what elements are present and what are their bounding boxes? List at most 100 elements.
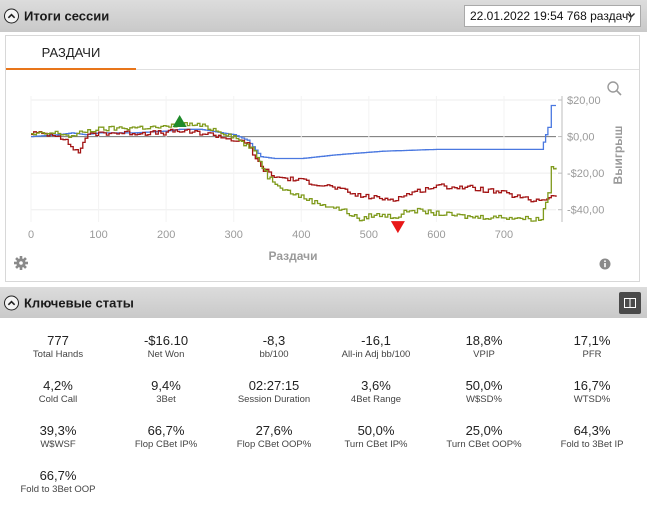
stat-value: 50,0% — [465, 378, 503, 393]
stat-value: 27,6% — [255, 423, 293, 438]
stat-cell: 27,6% Flop CBet OOP% — [220, 423, 328, 451]
x-tick-label: 300 — [225, 229, 243, 241]
max-marker — [172, 114, 187, 127]
chart-markers — [172, 114, 405, 234]
stat-value: 18,8% — [465, 333, 503, 348]
stat-cell: 66,7% Flop CBet IP% — [112, 423, 220, 451]
stat-label: W$SD% — [466, 394, 502, 405]
y-axis-label: Выигрыш — [611, 126, 625, 185]
stat-cell: 4,2% Cold Call — [4, 378, 112, 406]
x-tick-label: 500 — [360, 229, 378, 241]
stat-cell: 16,7% WTSD% — [538, 378, 646, 406]
collapse-stats-button[interactable] — [4, 295, 19, 310]
stat-label: WTSD% — [573, 394, 611, 405]
stat-value: 3,6% — [361, 378, 391, 393]
stat-label: Flop CBet IP% — [134, 439, 198, 450]
stat-cell: 66,7% Fold to 3Bet OOP — [4, 468, 112, 496]
stat-value: 17,1% — [573, 333, 611, 348]
series-line-olive — [31, 121, 557, 222]
tab-hands-label: РАЗДАЧИ — [41, 44, 101, 60]
x-tick-label: 700 — [495, 229, 513, 241]
stat-value: 50,0% — [357, 423, 395, 438]
series-line-red — [31, 128, 557, 203]
y-tick-label: $20,00 — [567, 95, 601, 107]
stat-cell: 25,0% Turn CBet OOP% — [430, 423, 538, 451]
stat-value: -16,1 — [361, 333, 391, 348]
session-summary-title: Итоги сессии — [24, 8, 110, 24]
y-tick-label: $0,00 — [567, 132, 595, 144]
stat-value: -$16.10 — [143, 333, 189, 348]
x-tick-label: 600 — [427, 229, 445, 241]
stat-cell: -8,3 bb/100 — [220, 333, 328, 361]
layout-toggle-button[interactable] — [619, 292, 641, 314]
x-tick-label: 400 — [292, 229, 310, 241]
y-tick-label: -$20,00 — [567, 168, 604, 180]
session-select[interactable]: 22.01.2022 19:54 768 раздач) — [464, 5, 641, 27]
chart-series — [31, 104, 557, 222]
stat-label: PFR — [582, 349, 602, 360]
session-select-value: 22.01.2022 19:54 768 раздач) — [470, 9, 633, 23]
stat-label: Fold to 3Bet IP — [560, 439, 624, 450]
stat-cell: 64,3% Fold to 3Bet IP — [538, 423, 646, 451]
stat-cell: -16,1 All-in Adj bb/100 — [322, 333, 430, 361]
y-tick-label: -$40,00 — [567, 205, 604, 217]
tab-divider — [136, 69, 639, 70]
stat-cell: 9,4% 3Bet — [112, 378, 220, 406]
min-marker — [390, 221, 405, 234]
series-line-blue — [31, 104, 556, 160]
key-stats-title: Ключевые статы — [24, 295, 134, 310]
stat-label: Turn CBet OOP% — [446, 439, 522, 450]
stat-label: bb/100 — [259, 349, 289, 360]
chevron-down-icon — [627, 13, 635, 18]
stat-value: 64,3% — [573, 423, 611, 438]
session-summary-header: Итоги сессии 22.01.2022 19:54 768 раздач… — [0, 0, 647, 32]
zoom-icon[interactable] — [607, 81, 622, 96]
gear-icon[interactable] — [14, 256, 28, 270]
stat-value: 25,0% — [465, 423, 503, 438]
stat-cell: 50,0% Turn CBet IP% — [322, 423, 430, 451]
key-stats-grid: 777 Total Hands -$16.10 Net Won -8,3 bb/100 -1… — [0, 320, 647, 507]
x-tick-label: 0 — [28, 229, 34, 241]
stat-cell: 777 Total Hands — [4, 333, 112, 361]
stat-value: 39,3% — [39, 423, 77, 438]
chart-panel: РАЗДАЧИ — [5, 35, 640, 282]
stat-label: 4Bet Range — [350, 394, 402, 405]
stat-label: VPIP — [473, 349, 495, 360]
stat-label: Net Won — [147, 349, 185, 360]
stat-cell: 02:27:15 Session Duration — [220, 378, 328, 406]
stat-cell: 50,0% W$SD% — [430, 378, 538, 406]
stat-label: Flop CBet OOP% — [236, 439, 312, 450]
tab-hands[interactable]: РАЗДАЧИ — [6, 36, 136, 70]
info-icon[interactable] — [599, 258, 611, 270]
stat-label: All-in Adj bb/100 — [341, 349, 411, 360]
stat-label: Session Duration — [237, 394, 311, 405]
chevron-up-icon — [7, 300, 16, 305]
chart-area: $20,00 $0,00 -$20,00 -$40,00 0 100 200 300 400 50… — [14, 81, 625, 270]
stat-value: 16,7% — [573, 378, 611, 393]
chart-axes: $20,00 $0,00 -$20,00 -$40,00 0 100 200 300 400 50… — [28, 95, 604, 241]
chart-grid — [30, 96, 556, 222]
stat-value: 777 — [47, 333, 69, 348]
collapse-session-button[interactable] — [4, 8, 19, 24]
key-stats-header: Ключевые статы — [0, 287, 647, 318]
stat-label: Fold to 3Bet OOP — [20, 484, 96, 495]
x-tick-label: 200 — [157, 229, 175, 241]
chevron-up-icon — [7, 13, 16, 19]
stat-value: 66,7% — [39, 468, 77, 483]
stat-value: 9,4% — [151, 378, 181, 393]
x-tick-label: 100 — [89, 229, 107, 241]
winnings-chart: $20,00 $0,00 -$20,00 -$40,00 0 100 200 300 400 50… — [14, 81, 625, 270]
stat-cell: 39,3% W$WSF — [4, 423, 112, 451]
columns-icon — [624, 298, 636, 308]
stat-label: Cold Call — [38, 394, 78, 405]
stat-value: -8,3 — [262, 333, 286, 348]
stat-label: W$WSF — [40, 439, 76, 450]
stat-cell: 17,1% PFR — [538, 333, 646, 361]
stat-label: Total Hands — [32, 349, 84, 360]
stat-cell: 18,8% VPIP — [430, 333, 538, 361]
stat-cell: -$16.10 Net Won — [112, 333, 220, 361]
x-axis-label: Раздачи — [269, 249, 318, 263]
stat-value: 66,7% — [147, 423, 185, 438]
stat-value: 02:27:15 — [248, 378, 300, 393]
stat-value: 4,2% — [43, 378, 73, 393]
